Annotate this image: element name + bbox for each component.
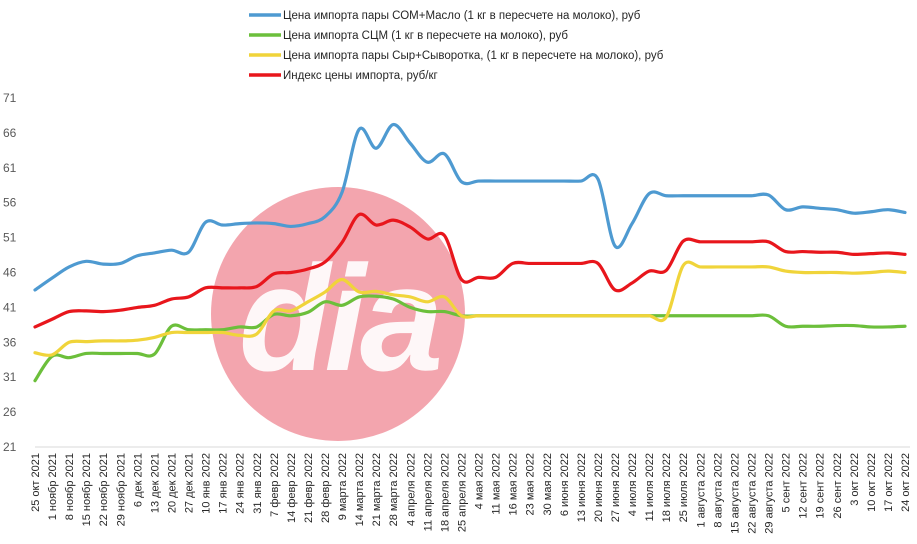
x-tick-label: 21 марта 2022 [371,453,383,526]
x-tick-label: 20 дек 2021 [166,453,178,513]
y-tick-label: 31 [3,370,17,384]
x-tick-label: 29 ноябр 2021 [115,453,127,526]
x-tick-label: 29 августа 2022 [764,453,776,534]
x-tick-label: 24 янв 2022 [235,453,247,514]
legend-label-1: Цена импорта пары СОМ+Масло (1 кг в пере… [283,10,641,22]
x-tick-label: 31 янв 2022 [252,453,264,514]
y-tick-label: 51 [3,231,17,245]
x-tick-label: 11 мая 2022 [491,453,503,515]
y-tick-label: 66 [3,126,17,140]
x-tick-label: 28 февр 2022 [320,453,332,523]
x-tick-label: 8 августа 2022 [712,453,724,528]
y-tick-label: 56 [3,196,17,210]
x-tick-label: 12 сент 2022 [798,453,810,519]
x-axis: 25 окт 2021 1 ноябр 2021 8 ноябр 2021 15 но… [30,446,912,534]
series-line-3 [33,260,907,357]
x-tick-label: 6 дек 2021 [132,453,144,507]
x-tick-label: 26 сент 2022 [832,453,844,519]
x-tick-label: 1 августа 2022 [695,453,707,528]
watermark-lettering: dia [239,234,440,402]
series-line-4 [33,212,907,329]
x-tick-label: 3 окт 2022 [849,453,861,506]
x-tick-label: 6 июня 2022 [559,453,571,516]
watermark-circle [211,187,465,441]
x-tick-label: 13 дек 2021 [149,453,161,513]
x-tick-label: 25 окт 2021 [30,453,42,512]
x-tick-label: 22 августа 2022 [746,453,758,534]
legend: Цена импорта пары СОМ+Масло (1 кг в пере… [249,10,664,82]
x-tick-label: 13 июня 2022 [576,453,588,522]
series-line-2 [33,294,907,383]
x-tick-label: 23 мая 2022 [525,453,537,515]
x-tick-label: 22 ноябр 2021 [98,453,110,526]
x-tick-label: 19 сент 2022 [815,453,827,519]
x-tick-label: 20 июня 2022 [593,453,605,522]
x-tick-label: 11 июля 2022 [644,453,656,522]
x-tick-label: 25 июля 2022 [678,453,690,522]
x-tick-label: 30 мая 2022 [542,453,554,515]
x-tick-label: 17 окт 2022 [883,453,895,512]
x-tick-label: 27 июня 2022 [610,453,622,522]
y-tick-label: 26 [3,405,17,419]
x-tick-label: 28 марта 2022 [388,453,400,526]
x-tick-label: 15 ноябр 2021 [81,453,93,526]
y-tick-label: 36 [3,335,17,349]
x-tick-label: 21 февр 2022 [303,453,315,523]
legend-label-4: Индекс цены импорта, руб/кг [283,70,438,82]
x-tick-label: 24 окт 2022 [900,453,912,512]
x-tick-label: 16 мая 2022 [508,453,520,515]
x-tick-label: 17 янв 2022 [218,453,230,514]
x-tick-label: 10 окт 2022 [866,453,878,512]
legend-label-3: Цена импорта пары Сыр+Сыворотка, (1 кг в… [283,50,664,62]
x-tick-label: 15 августа 2022 [729,453,741,534]
y-tick-label: 71 [3,91,17,105]
x-tick-label: 4 апреля 2022 [405,453,417,526]
x-tick-label: 1 ноябр 2021 [47,453,59,520]
x-tick-label: 5 сент 2022 [781,453,793,512]
x-tick-label: 9 марта 2022 [337,453,349,520]
y-axis: 21 26 31 36 41 46 51 56 61 66 71 [3,91,17,454]
x-tick-label: 4 июля 2022 [627,453,639,516]
dia-logo-watermark: dia [211,187,465,441]
x-tick-label: 14 февр 2022 [286,453,298,523]
series-line-1 [33,122,907,292]
y-tick-label: 61 [3,161,17,175]
y-tick-label: 46 [3,266,17,280]
x-tick-label: 14 марта 2022 [354,453,366,526]
legend-label-2: Цена импорта СЦМ (1 кг в пересчете на мо… [283,30,568,42]
x-tick-label: 18 июля 2022 [661,453,673,522]
x-tick-label: 10 янв 2022 [201,453,213,514]
x-tick-label: 7 февр 2022 [269,453,281,517]
x-tick-label: 27 дек 2021 [184,453,196,513]
y-tick-label: 21 [3,440,17,454]
series-lines [33,122,907,383]
y-tick-label: 41 [3,300,17,314]
x-tick-label: 4 мая 2022 [474,453,486,509]
x-tick-label: 11 апреля 2022 [422,453,434,531]
x-tick-label: 25 апреля 2022 [456,453,468,532]
x-tick-label: 8 ноябр 2021 [64,453,76,520]
x-tick-label: 18 апреля 2022 [439,453,451,532]
